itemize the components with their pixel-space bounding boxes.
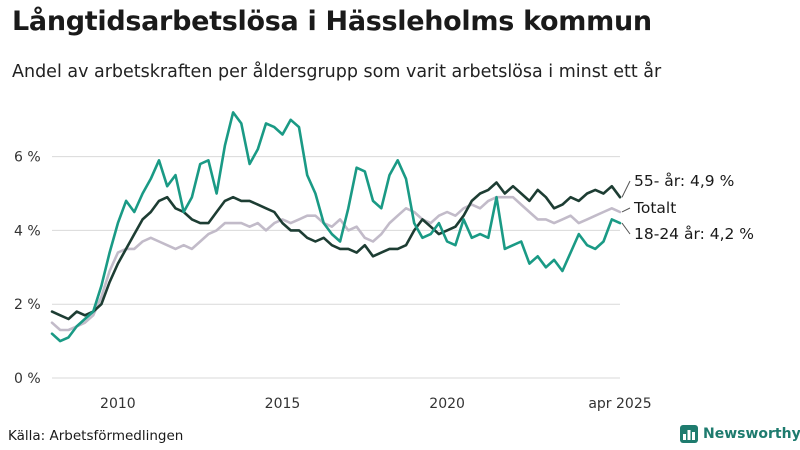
x-tick-label: 2015 — [265, 396, 301, 412]
y-tick-label: 2 % — [14, 297, 41, 313]
label-connector — [621, 207, 631, 213]
label-connector — [621, 222, 631, 235]
axis-labels: 0 % 2 % 4 % 6 % 2010 2015 2020 apr 2025 — [14, 150, 652, 412]
gridlines — [52, 156, 620, 379]
series-line-total — [50, 195, 622, 332]
y-tick-label: 4 % — [14, 223, 41, 239]
chart-subtitle: Andel av arbetskraften per åldersgrupp s… — [12, 62, 662, 82]
newsworthy-logo[interactable]: Newsworthy — [680, 425, 800, 443]
series-labels: 55- år: 4,9 % Totalt 18-24 år: 4,2 % — [621, 172, 754, 243]
x-tick-label: 2020 — [429, 396, 465, 412]
chart-title: Långtidsarbetslösa i Hässleholms kommun — [12, 6, 652, 37]
series-line-young — [50, 111, 622, 343]
y-tick-label: 0 % — [14, 371, 41, 387]
source-note: Källa: Arbetsförmedlingen — [8, 428, 184, 444]
series-lines — [50, 111, 622, 343]
label-connector — [621, 180, 631, 198]
series-line-old — [50, 181, 622, 321]
series-label-total: Totalt — [633, 199, 676, 217]
x-tick-label: 2010 — [100, 396, 136, 412]
line-chart: 0 % 2 % 4 % 6 % 2010 2015 2020 apr 2025 55- år:… — [14, 111, 754, 412]
x-tick-label: apr 2025 — [588, 396, 651, 412]
series-label-young: 18-24 år: 4,2 % — [634, 225, 754, 243]
series-label-old: 55- år: 4,9 % — [634, 172, 734, 190]
bar-chart-icon — [680, 425, 698, 443]
brand-name: Newsworthy — [703, 426, 800, 442]
y-tick-label: 6 % — [14, 150, 41, 166]
